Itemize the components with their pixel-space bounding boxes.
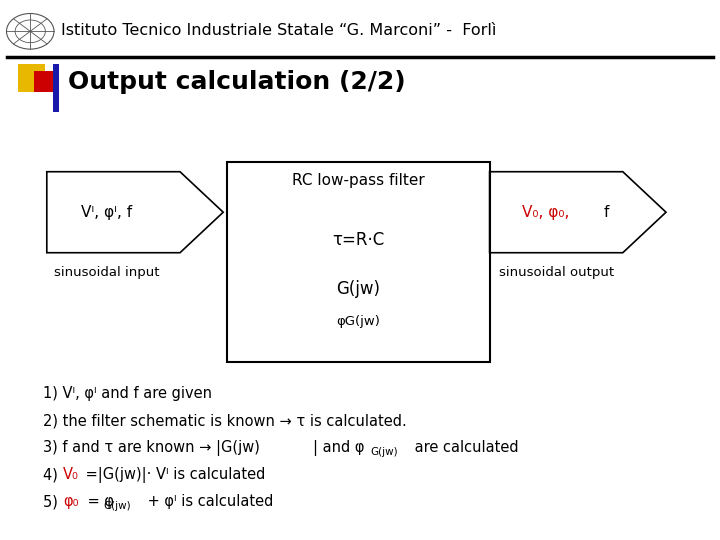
Text: Output calculation (2/2): Output calculation (2/2) — [68, 70, 406, 94]
Text: | and φ: | and φ — [313, 440, 365, 456]
Text: 4): 4) — [43, 467, 63, 482]
Text: 2) the filter schematic is known → τ is calculated.: 2) the filter schematic is known → τ is … — [43, 413, 407, 428]
Text: 5): 5) — [43, 494, 63, 509]
Text: Istituto Tecnico Industriale Statale “G. Marconi” -  Forlì: Istituto Tecnico Industriale Statale “G.… — [61, 23, 497, 38]
Text: sinusoidal input: sinusoidal input — [54, 266, 160, 279]
Text: =|G(jw)|· Vᴵ is calculated: =|G(jw)|· Vᴵ is calculated — [81, 467, 266, 483]
Text: f: f — [603, 205, 608, 220]
Text: G(jw): G(jw) — [336, 280, 380, 298]
Bar — [34, 71, 55, 92]
Text: G(jw): G(jw) — [103, 501, 130, 511]
Text: + φᴵ is calculated: + φᴵ is calculated — [143, 494, 273, 509]
Bar — [53, 64, 59, 112]
Text: = φ: = φ — [83, 494, 114, 509]
Text: φG(jw): φG(jw) — [336, 315, 380, 328]
Text: are calculated: are calculated — [410, 440, 518, 455]
Text: φ₀: φ₀ — [63, 494, 79, 509]
Bar — [18, 64, 45, 92]
Bar — [227, 162, 490, 362]
Text: 1) Vᴵ, φᴵ and f are given: 1) Vᴵ, φᴵ and f are given — [43, 386, 212, 401]
Text: V₀: V₀ — [63, 467, 79, 482]
Text: τ=R·C: τ=R·C — [332, 231, 384, 249]
Text: RC low-pass filter: RC low-pass filter — [292, 173, 425, 188]
Text: sinusoidal output: sinusoidal output — [499, 266, 613, 279]
Text: Vᴵ, φᴵ, f: Vᴵ, φᴵ, f — [81, 205, 132, 220]
Text: V₀, φ₀,: V₀, φ₀, — [522, 205, 570, 220]
Text: G(jw): G(jw) — [370, 447, 397, 457]
Text: 3) f and τ are known → |G(jw): 3) f and τ are known → |G(jw) — [43, 440, 260, 456]
